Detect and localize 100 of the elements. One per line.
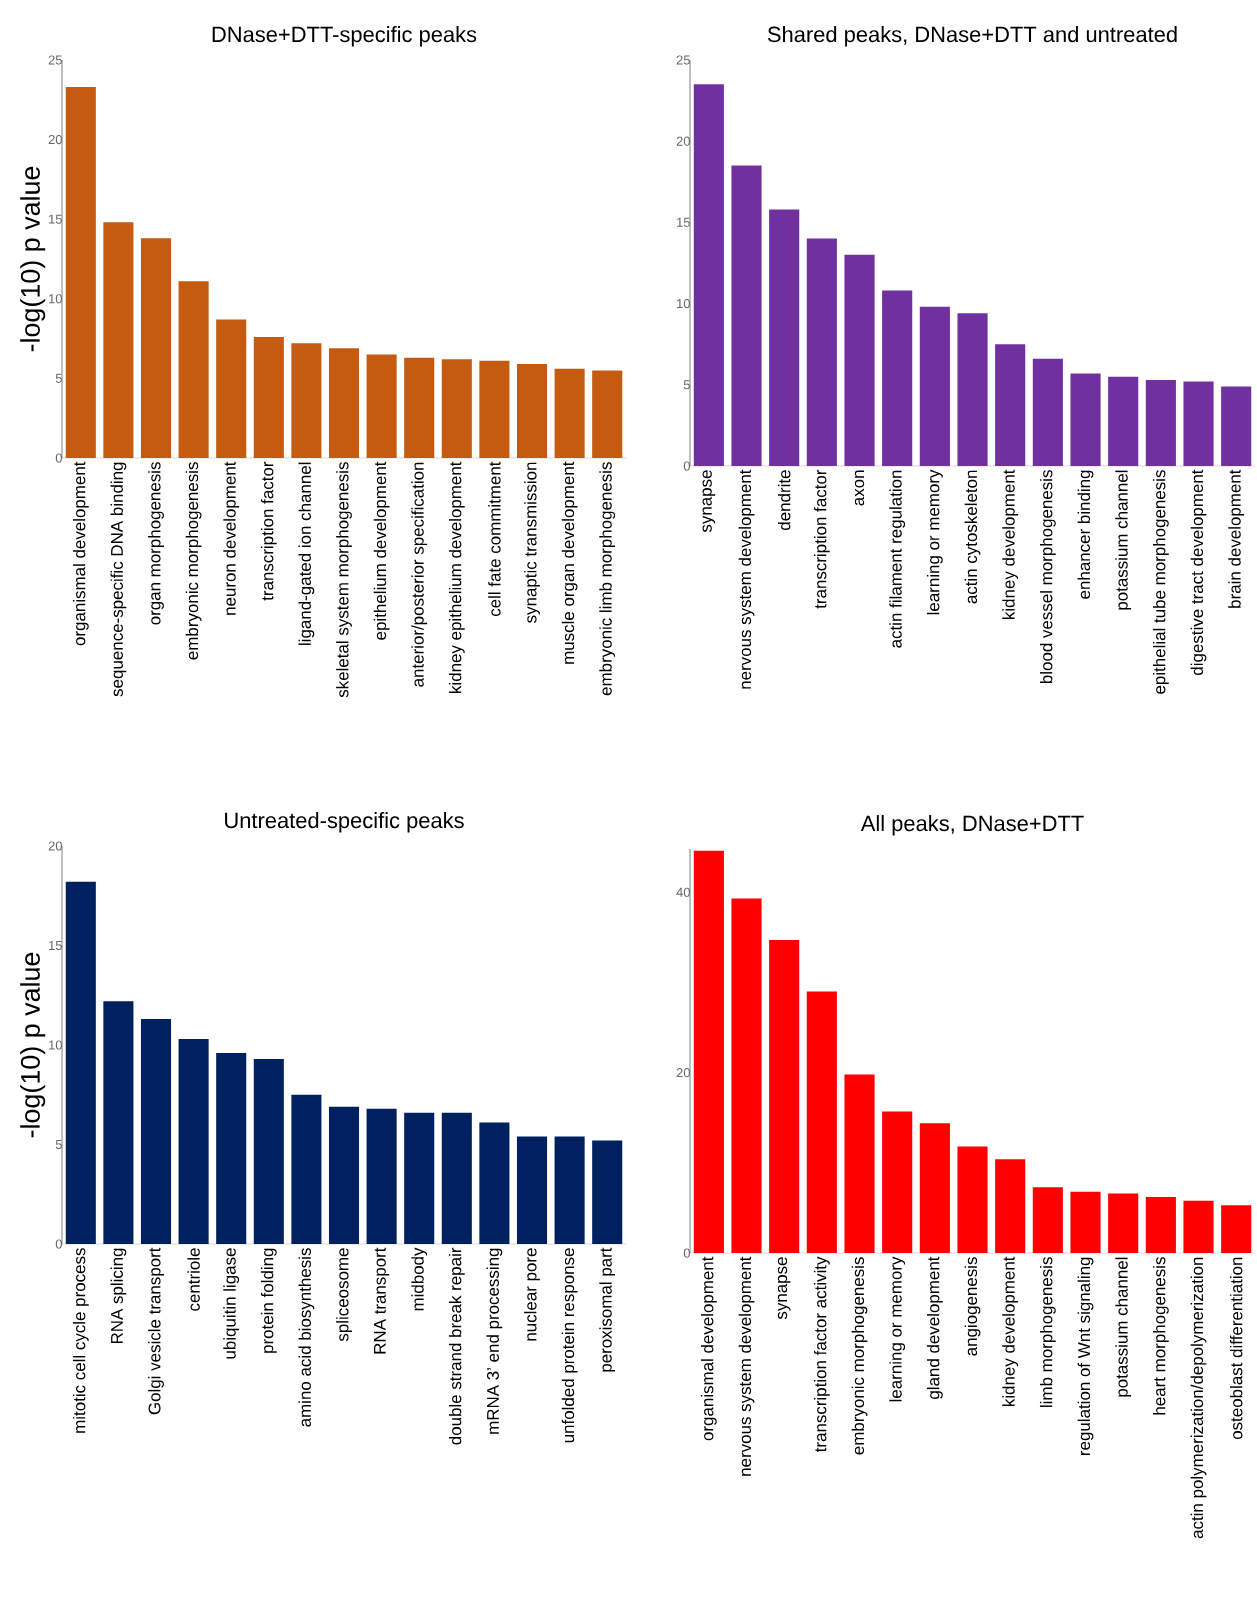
bar [216,319,247,458]
bar [731,165,762,466]
x-tick-label: organismal development [72,461,89,646]
bar [1032,358,1063,466]
x-tick-label: synaptic transmission [524,462,540,623]
x-tick-label: transcription factor [260,461,277,601]
x-tick-label: brain development [1228,469,1245,608]
x-tick-label: neuron development [223,461,240,615]
x-tick-label: centriole [187,1248,200,1311]
bar [1032,1187,1063,1253]
x-tick-label: epithelial tube morphogenesis [1152,470,1169,694]
bar [479,360,510,458]
bar [693,850,724,1253]
x-tick-label: protein folding [260,1248,277,1353]
x-tick-label: potassium channel [1115,1257,1132,1397]
x-tick-label: cell fate commitment [488,461,501,617]
x-tick-label: synapse [777,1257,791,1320]
x-tick-label: transcription factor activity [813,1256,830,1453]
x-tick-label: kidney development [1002,469,1019,619]
x-tick-label: actin filament regulation [889,470,906,648]
y-tick-label: 25 [48,55,62,65]
bar [769,940,800,1253]
y-axis-title: -log(10) p value [20,952,46,1138]
bar [65,881,96,1244]
x-tick-label: RNA transport [374,1247,390,1354]
x-tick-label: sequence-specific DNA binding [110,462,127,697]
bar [140,238,172,458]
x-tick-label: learning or memory [926,469,943,615]
bar [328,1106,360,1244]
y-tick-label: 5 [55,373,62,383]
bar [1070,373,1101,466]
chart-title: DNase+DTT-specific peaks [212,26,477,47]
bar [957,1146,988,1253]
x-tick-label: ubiquitin ligase [223,1248,240,1359]
bar [806,991,837,1253]
y-tick-label: 20 [676,136,690,146]
y-tick-label: 20 [48,134,62,145]
bar [1221,1205,1252,1253]
y-tick-label: 0 [683,461,690,471]
bar [178,1039,209,1244]
bar [178,281,209,458]
y-tick-label: 0 [55,453,62,463]
x-tick-label: unfolded protein response [561,1248,578,1443]
x-tick-label: kidney epithelium development [448,461,465,693]
x-tick-label: organ morphogenesis [148,462,164,625]
y-tick-label: 20 [676,1068,690,1078]
x-tick-label: blood vessel morphogenesis [1039,470,1056,684]
bar [1183,1200,1214,1253]
bar [441,1112,472,1244]
bar [693,84,724,466]
bar [731,898,762,1253]
x-tick-label: organismal development [700,1256,717,1441]
bar [592,370,623,458]
bar [253,1058,284,1244]
x-tick-label: nervous system development [738,469,755,689]
bar [1108,376,1139,466]
bar [253,336,284,458]
bar [957,313,988,466]
bar [516,364,548,458]
bar [328,348,360,458]
x-tick-label: muscle organ development [561,461,578,664]
y-tick-label: 15 [49,214,62,224]
bar [1145,379,1176,466]
x-tick-label: digestive tract development [1190,469,1207,675]
bar [882,1111,913,1253]
bar [140,1019,172,1244]
bar [404,1112,435,1244]
x-tick-label: mitotic cell cycle process [72,1248,89,1433]
x-tick-label: amino acid biosynthesis [298,1248,315,1427]
bar [479,1122,510,1244]
x-tick-label: actin cytoskeleton [964,470,981,604]
bar [806,238,837,466]
x-tick-label: learning or memory [889,1256,906,1402]
y-tick-label: 10 [49,1040,62,1050]
y-tick-label: 10 [49,294,62,304]
bar [291,1094,322,1244]
bar [995,1159,1026,1253]
bar [844,254,875,466]
x-tick-label: actin polymerization/depolymerization [1190,1257,1207,1539]
bar [1070,1191,1101,1253]
x-tick-label: nuclear pore [524,1248,540,1341]
y-tick-label: 40 [676,887,690,897]
y-tick-label: 25 [676,55,690,65]
bar [1145,1197,1176,1253]
x-tick-label: double strand break repair [448,1247,465,1445]
x-tick-label: skeletal system morphogenesis [336,462,352,698]
bar [769,209,800,466]
x-tick-label: heart morphogenesis [1152,1257,1169,1415]
bar [404,357,435,458]
bar [1221,386,1252,466]
x-tick-label: kidney development [1002,1256,1019,1407]
x-tick-label: transcription factor [813,469,830,609]
bar [216,1052,247,1244]
x-tick-label: ligand-gated ion channel [298,462,315,645]
bar [554,1136,585,1244]
bar [103,222,134,458]
y-tick-label: 10 [677,298,690,309]
y-axis-title: -log(10) p value [20,166,46,352]
bar [995,344,1026,466]
x-tick-label: dendrite [777,470,791,530]
